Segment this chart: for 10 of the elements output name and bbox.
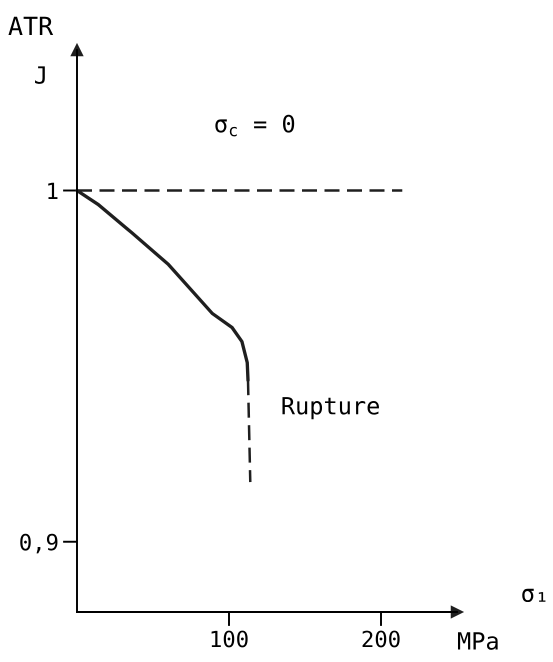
y-axis-title: J bbox=[35, 66, 45, 84]
annotation: Rupture bbox=[282, 397, 379, 420]
x-axis-title: σ₁ bbox=[522, 588, 546, 602]
y-tick-label: 1 bbox=[48, 182, 58, 199]
annotation: σ$_{c}$ = 0 bbox=[215, 114, 294, 136]
text: MPa bbox=[458, 632, 498, 650]
x-tick-label: 200 bbox=[362, 630, 400, 648]
chart-title: ATR bbox=[8, 16, 54, 35]
y-tick-label: 0,9 bbox=[20, 534, 58, 554]
x-tick-label: 100 bbox=[212, 630, 248, 648]
